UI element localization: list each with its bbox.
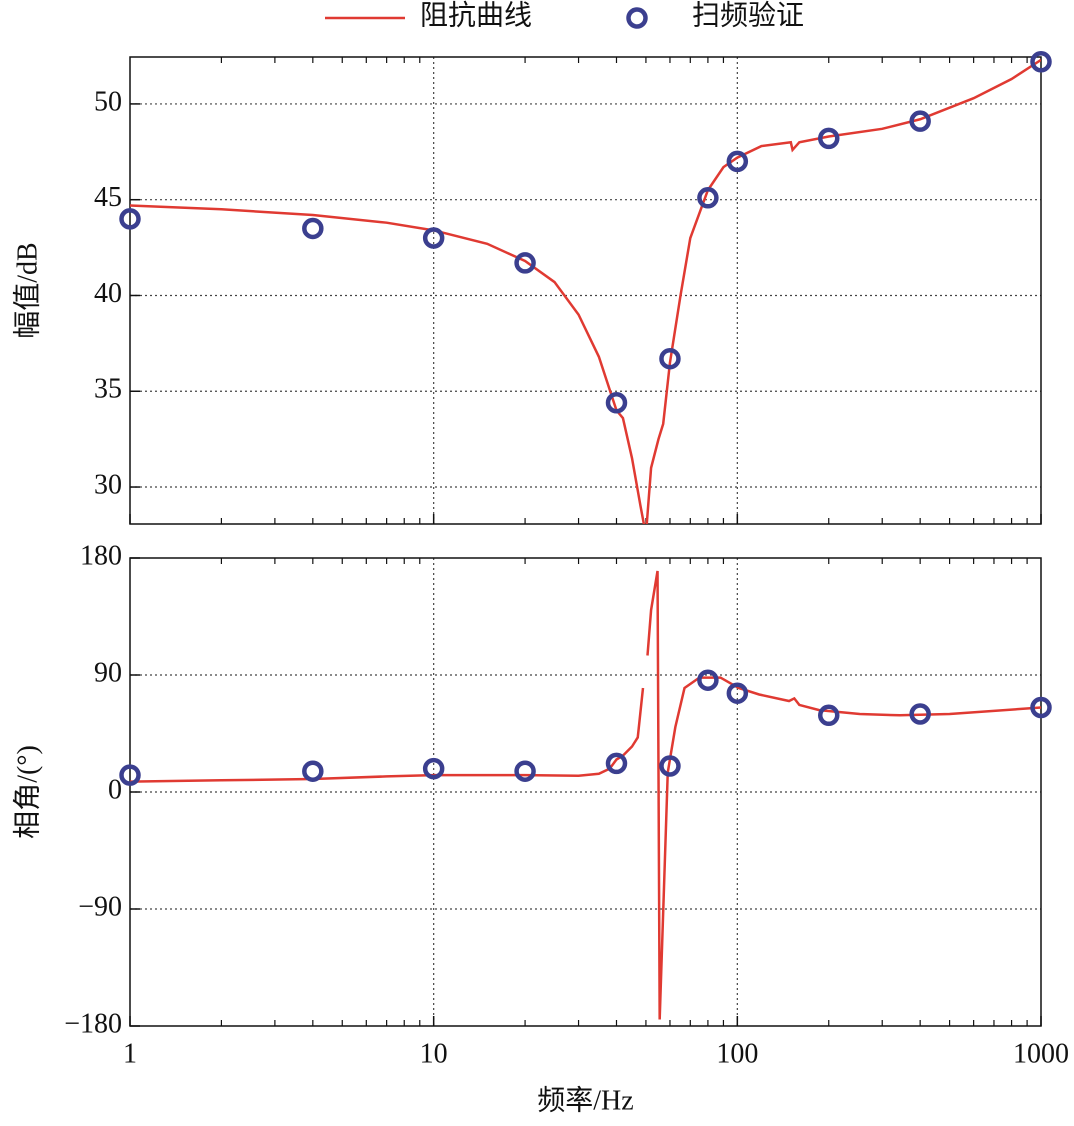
sweep-marker <box>659 347 681 370</box>
impedance-line <box>130 58 1041 524</box>
x-tick-label: 10 <box>420 1038 448 1069</box>
y-tick-label: −180 <box>64 1008 122 1039</box>
sweep-marker <box>605 752 628 775</box>
sweep-marker <box>659 755 681 777</box>
y-tick-label: 180 <box>80 540 122 571</box>
sweep-marker <box>1030 51 1052 73</box>
legend: 阻抗曲线 扫频验证 <box>325 0 804 31</box>
sweep-marker <box>909 703 931 725</box>
legend-label: 阻抗曲线 <box>420 0 532 31</box>
legend-swatch <box>626 7 648 29</box>
sweep-marker <box>909 110 931 132</box>
x-tick-label: 1000 <box>1013 1038 1069 1069</box>
sweep-marker <box>697 187 719 209</box>
x-tick-label: 1 <box>123 1038 137 1069</box>
sweep-marker <box>817 127 840 150</box>
y-axis-label: 相角/(°) <box>11 745 43 839</box>
y-tick-label: 35 <box>94 374 122 405</box>
panel: 30 35 40 45 50 幅值/dB <box>11 51 1052 525</box>
sweep-marker <box>605 391 628 414</box>
plot-frame <box>129 56 1042 525</box>
sweep-marker <box>302 217 324 240</box>
sweep-marker <box>697 669 719 691</box>
legend-label: 扫频验证 <box>692 0 804 31</box>
sweep-marker <box>514 760 536 782</box>
y-axis-label: 幅值/dB <box>11 242 43 338</box>
plot-area <box>130 570 1041 1020</box>
sweep-marker <box>514 252 536 274</box>
plot-area <box>130 58 1041 524</box>
y-tick-label: 40 <box>94 278 122 309</box>
y-tick-label: 30 <box>94 469 122 500</box>
sweep-marker <box>119 764 141 786</box>
sweep-marker <box>119 208 141 230</box>
y-tick-label: 90 <box>94 657 122 688</box>
sweep-marker <box>302 760 324 782</box>
y-tick-label: −90 <box>78 891 122 922</box>
plot-frame <box>129 557 1042 1027</box>
sweep-marker <box>422 757 445 780</box>
sweep-marker <box>422 227 445 249</box>
y-tick-label: 0 <box>108 774 122 805</box>
sweep-marker <box>1030 696 1052 719</box>
x-axis-label: 频率/Hz <box>537 1084 633 1116</box>
y-tick-label: 45 <box>94 182 122 213</box>
impedance-line <box>130 570 1041 1020</box>
sweep-marker <box>726 682 749 704</box>
sweep-marker <box>817 704 840 727</box>
x-tick-label: 100 <box>716 1038 758 1069</box>
y-tick-label: 50 <box>94 86 122 117</box>
sweep-marker <box>726 150 749 173</box>
panel: 1 10 100 1000 −180 −90 0 90 180 相角/(°) 频率/Hz <box>11 540 1069 1116</box>
